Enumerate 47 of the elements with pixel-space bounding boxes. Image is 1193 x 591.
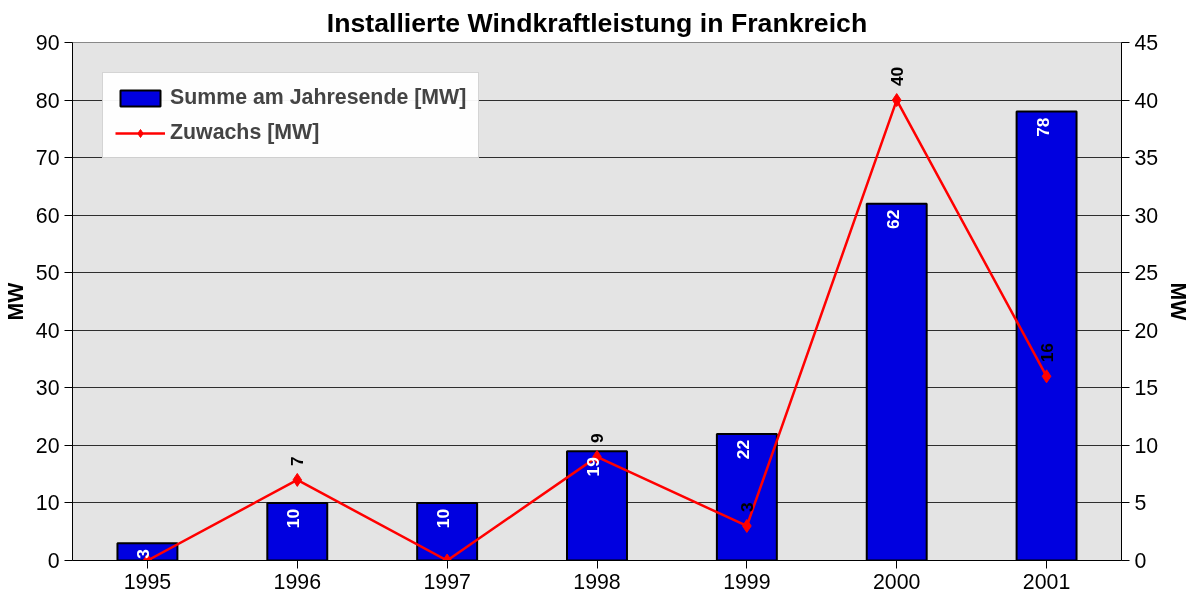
x-tick-label: 2001 xyxy=(1022,569,1071,591)
y-tick-label: 10 xyxy=(35,491,60,516)
data-label: 9 xyxy=(587,433,607,443)
y-tick-label: 20 xyxy=(35,433,60,458)
y2-tick-label: 10 xyxy=(1134,433,1159,458)
y-axis-title: MW xyxy=(3,281,28,321)
x-tick-label: 1995 xyxy=(123,569,172,591)
y-tick-label: 80 xyxy=(35,88,60,113)
y2-tick-label: 5 xyxy=(1134,491,1147,516)
y2-tick-label: 40 xyxy=(1134,88,1159,113)
y-tick-label: 50 xyxy=(35,261,60,286)
y-tick-label: 60 xyxy=(35,203,60,228)
data-label: 3 xyxy=(133,548,154,559)
x-tick-label: 2000 xyxy=(872,569,921,591)
y2-tick-label: 45 xyxy=(1134,31,1159,55)
y2-tick-label: 35 xyxy=(1134,146,1159,171)
y2-tick-label: 20 xyxy=(1134,318,1159,343)
y-tick-label: 0 xyxy=(47,549,60,573)
y-tick-label: 30 xyxy=(35,376,60,401)
y2-tick-label: 15 xyxy=(1134,376,1159,401)
point xyxy=(891,93,902,108)
data-label: 78 xyxy=(1032,117,1053,137)
x-tick-label: 1997 xyxy=(423,569,471,591)
point xyxy=(292,472,303,487)
y2-axis-title: MW xyxy=(1166,282,1191,322)
y2-tick-label: 30 xyxy=(1134,203,1159,228)
data-label: 7 xyxy=(287,456,308,466)
data-label: 16 xyxy=(1036,342,1057,363)
x-tick-label: 1999 xyxy=(723,569,771,591)
point xyxy=(1041,369,1052,384)
y-tick-label: 90 xyxy=(35,31,60,55)
y-tick-label: 70 xyxy=(35,146,60,171)
chart-title: Installierte Windkraftleistung in Frankreich xyxy=(326,7,868,38)
legend-label: Summe am Jahresende [MW] xyxy=(170,85,467,110)
x-tick-label: 1998 xyxy=(573,569,621,591)
y2-tick-label: 25 xyxy=(1134,261,1159,286)
y2-tick-label: 0 xyxy=(1134,549,1147,573)
data-label: 22 xyxy=(732,439,753,460)
y-tick-label: 40 xyxy=(35,318,60,343)
data-label: 10 xyxy=(433,508,454,529)
data-label: 40 xyxy=(886,66,907,87)
data-label: 10 xyxy=(283,508,304,529)
x-tick-label: 1996 xyxy=(273,569,322,591)
data-label: 3 xyxy=(736,501,757,512)
data-label: 19 xyxy=(583,457,603,477)
legend-label: Zuwachs [MW] xyxy=(170,120,320,145)
data-label: 62 xyxy=(882,209,903,229)
